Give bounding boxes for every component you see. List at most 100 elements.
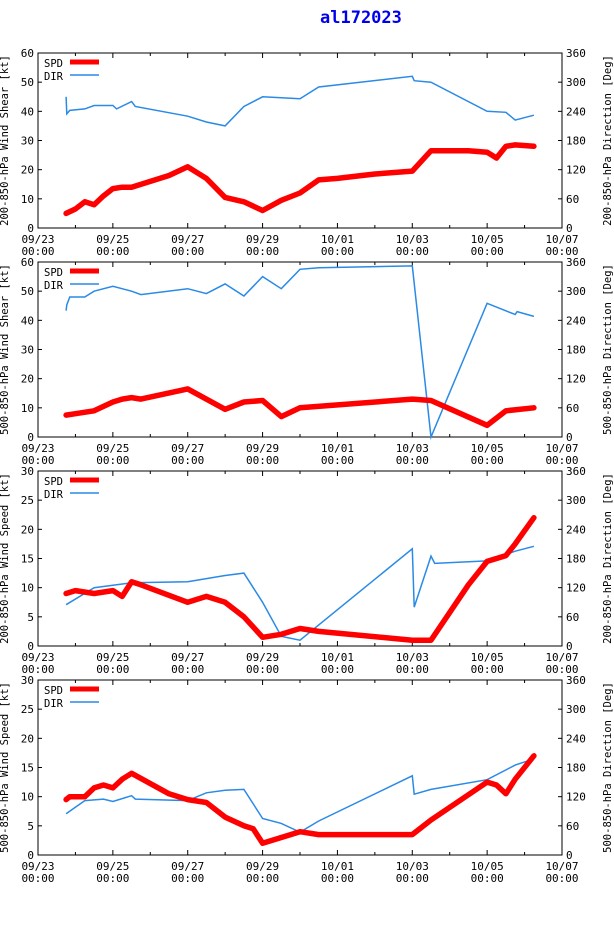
series-line-dir: [65, 265, 535, 440]
x-tick-label-date: 10/07: [545, 651, 578, 664]
y-tick-label-left: 40: [21, 105, 34, 118]
x-tick-label-time: 00:00: [96, 663, 129, 676]
y-tick-label-left: 20: [21, 523, 34, 536]
y-tick-label-left: 0: [27, 431, 34, 444]
x-tick-label-time: 00:00: [21, 663, 54, 676]
y-tick-label-left: 60: [21, 256, 34, 269]
x-tick-label-time: 00:00: [96, 454, 129, 467]
x-tick-label-time: 00:00: [21, 245, 54, 258]
y-tick-label-right: 360: [566, 47, 586, 60]
x-tick-label-time: 00:00: [396, 245, 429, 258]
y-tick-label-left: 20: [21, 164, 34, 177]
x-tick-label-date: 10/03: [396, 233, 429, 246]
x-tick-label-time: 00:00: [321, 663, 354, 676]
y-tick-label-right: 0: [566, 222, 573, 235]
x-tick-label-date: 10/05: [471, 233, 504, 246]
y-tick-label-right: 180: [566, 135, 586, 148]
y-axis-label-right: 200-850-hPa Direction [Deg]: [602, 55, 614, 226]
x-tick-label-time: 00:00: [545, 663, 578, 676]
x-tick-label-time: 00:00: [171, 454, 204, 467]
x-tick-label-date: 10/05: [471, 860, 504, 873]
x-tick-label-time: 00:00: [246, 663, 279, 676]
x-tick-label-date: 10/01: [321, 860, 354, 873]
y-tick-label-right: 120: [566, 582, 586, 595]
x-tick-label-date: 09/29: [246, 651, 279, 664]
x-tick-label-date: 10/01: [321, 442, 354, 455]
x-tick-label-date: 09/29: [246, 860, 279, 873]
x-tick-label-date: 10/07: [545, 860, 578, 873]
y-axis-label-left: 200-850-hPa Wind Speed [kt]: [0, 473, 11, 644]
y-tick-label-right: 180: [566, 553, 586, 566]
x-tick-label-date: 09/27: [171, 860, 204, 873]
x-tick-label-time: 00:00: [471, 454, 504, 467]
y-tick-label-right: 120: [566, 373, 586, 386]
x-tick-label-date: 10/01: [321, 233, 354, 246]
y-tick-label-left: 30: [21, 674, 34, 687]
y-tick-label-right: 240: [566, 314, 586, 327]
x-tick-label-time: 00:00: [21, 454, 54, 467]
legend-label-spd: SPD: [44, 685, 63, 697]
y-tick-label-left: 20: [21, 373, 34, 386]
y-tick-label-right: 300: [566, 703, 586, 716]
x-tick-label-time: 00:00: [471, 245, 504, 258]
series-line-spd: [63, 753, 537, 847]
y-tick-label-left: 40: [21, 314, 34, 327]
y-tick-label-left: 10: [21, 402, 34, 415]
y-tick-label-right: 240: [566, 523, 586, 536]
y-tick-label-left: 15: [21, 553, 34, 566]
x-tick-label-time: 00:00: [96, 245, 129, 258]
x-tick-label-time: 00:00: [171, 663, 204, 676]
legend-label-spd: SPD: [44, 58, 63, 70]
y-tick-label-right: 360: [566, 674, 586, 687]
x-tick-label-date: 09/23: [21, 860, 54, 873]
x-tick-label-time: 00:00: [321, 454, 354, 467]
x-tick-label-time: 00:00: [246, 872, 279, 885]
y-tick-label-right: 120: [566, 164, 586, 177]
y-tick-label-left: 10: [21, 582, 34, 595]
x-tick-label-time: 00:00: [321, 872, 354, 885]
y-tick-label-left: 0: [27, 640, 34, 653]
series-line-dir: [65, 758, 535, 834]
x-tick-label-date: 09/27: [171, 442, 204, 455]
y-tick-label-left: 25: [21, 494, 34, 507]
y-tick-label-right: 0: [566, 849, 573, 862]
y-axis-label-right: 200-850-hPa Direction [Deg]: [602, 473, 614, 644]
y-tick-label-right: 300: [566, 494, 586, 507]
x-tick-label-time: 00:00: [545, 245, 578, 258]
y-tick-label-left: 5: [27, 820, 34, 833]
x-tick-label-date: 09/27: [171, 651, 204, 664]
x-tick-label-time: 00:00: [545, 872, 578, 885]
x-tick-label-date: 09/25: [96, 442, 129, 455]
y-axis-label-left: 500-850-hPa Wind Speed [kt]: [0, 682, 11, 853]
x-tick-label-date: 09/25: [96, 651, 129, 664]
x-tick-label-date: 09/29: [246, 442, 279, 455]
y-tick-label-right: 0: [566, 431, 573, 444]
x-tick-label-date: 10/03: [396, 442, 429, 455]
y-tick-label-right: 300: [566, 285, 586, 298]
x-tick-label-date: 10/05: [471, 651, 504, 664]
x-tick-label-time: 00:00: [246, 245, 279, 258]
y-tick-label-right: 60: [566, 193, 579, 206]
legend-label-dir: DIR: [44, 698, 64, 710]
x-tick-label-date: 10/05: [471, 442, 504, 455]
y-tick-label-left: 10: [21, 791, 34, 804]
y-tick-label-right: 360: [566, 256, 586, 269]
y-axis-label-left: 200-850-hPa Wind Shear [kt]: [0, 55, 11, 226]
y-tick-label-left: 0: [27, 222, 34, 235]
x-tick-label-date: 09/23: [21, 651, 54, 664]
legend-label-dir: DIR: [44, 280, 64, 292]
y-tick-label-left: 10: [21, 193, 34, 206]
y-tick-label-left: 5: [27, 611, 34, 624]
y-tick-label-left: 60: [21, 47, 34, 60]
y-tick-label-right: 360: [566, 465, 586, 478]
legend-label-dir: DIR: [44, 71, 64, 83]
x-tick-label-date: 10/01: [321, 651, 354, 664]
y-tick-label-right: 300: [566, 76, 586, 89]
y-axis-label-right: 500-850-hPa Direction [Deg]: [602, 264, 614, 435]
y-tick-label-right: 180: [566, 762, 586, 775]
x-tick-label-time: 00:00: [321, 245, 354, 258]
x-tick-label-time: 00:00: [545, 454, 578, 467]
x-tick-label-date: 09/23: [21, 442, 54, 455]
legend-label-dir: DIR: [44, 489, 64, 501]
chart-title: al172023: [320, 8, 402, 28]
